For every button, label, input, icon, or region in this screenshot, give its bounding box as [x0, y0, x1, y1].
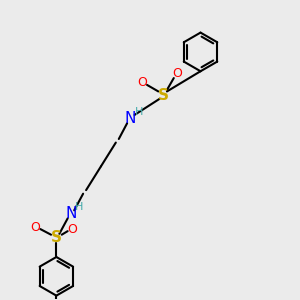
Text: H: H — [135, 107, 143, 117]
Text: S: S — [158, 88, 169, 103]
Text: O: O — [30, 221, 40, 234]
Text: H: H — [75, 202, 84, 212]
Text: O: O — [137, 76, 147, 89]
Text: O: O — [172, 67, 182, 80]
Text: S: S — [51, 230, 62, 245]
Text: N: N — [65, 206, 77, 221]
Text: O: O — [67, 223, 77, 236]
Text: N: N — [125, 111, 136, 126]
